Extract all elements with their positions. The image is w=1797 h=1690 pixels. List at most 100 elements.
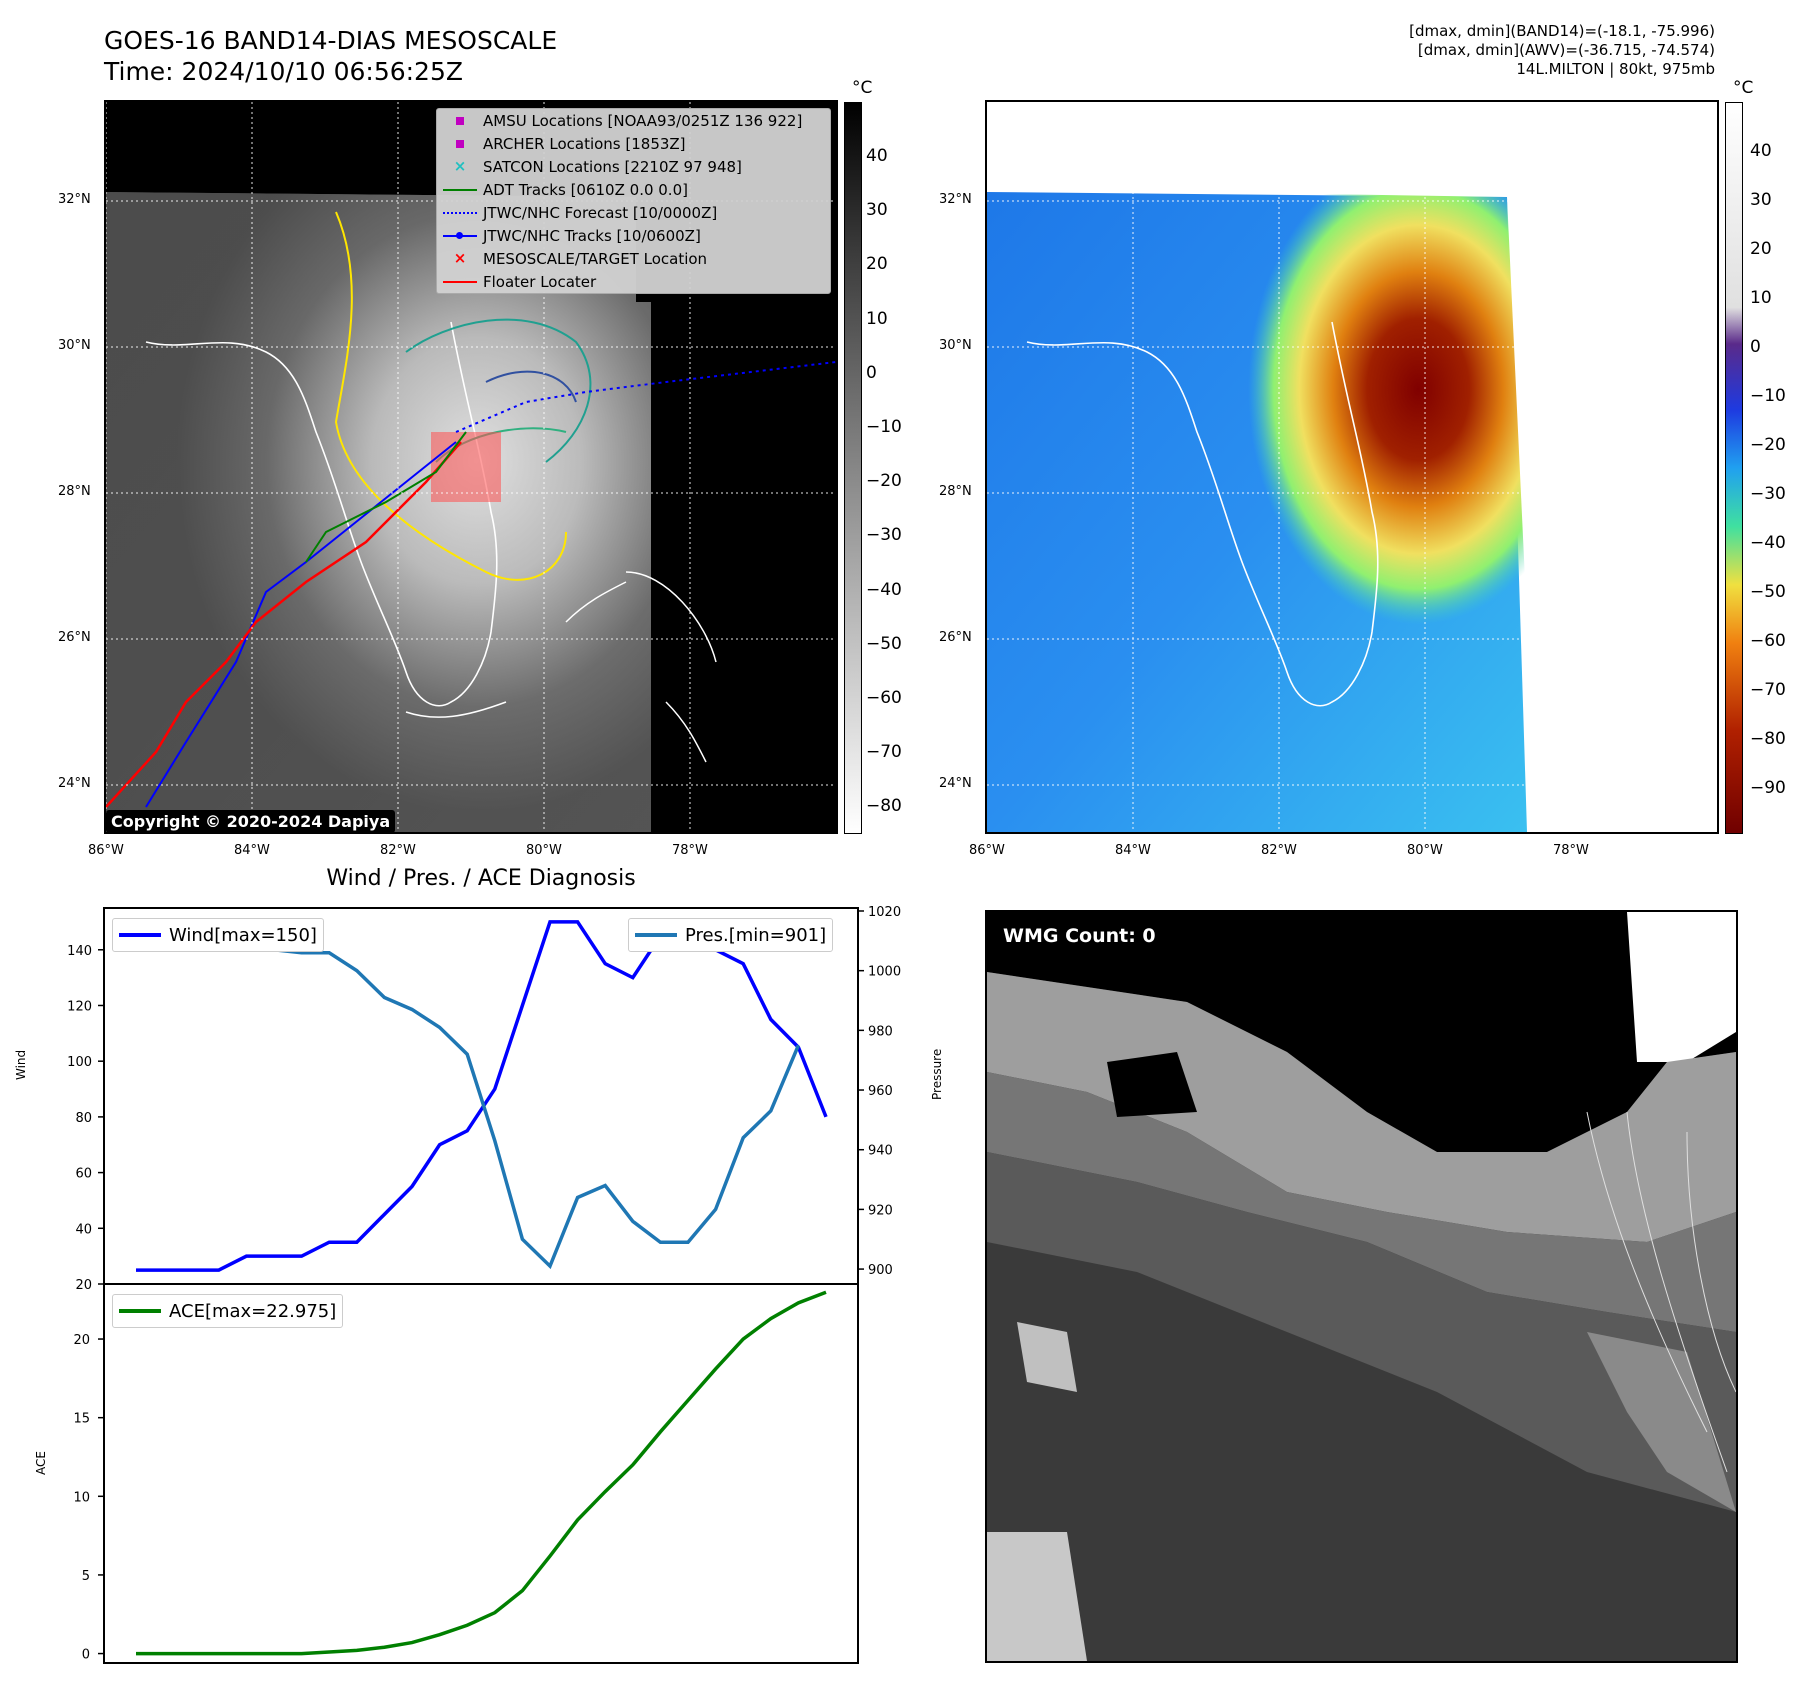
legend-pressure-swatch (635, 933, 677, 937)
ace-ytick-label: 10 (73, 1490, 90, 1505)
pressure-ytick-label: 980 (868, 1024, 893, 1039)
pressure-ytick-label: 920 (868, 1203, 893, 1218)
ace-ytick-label: 15 (73, 1412, 90, 1427)
lon-label-78-right: 78°W (1553, 843, 1589, 858)
lat-label-30: 30°N (58, 338, 91, 353)
cbr-tick: −40 (1750, 533, 1786, 553)
copyright-badge: Copyright © 2020-2024 Dapiya (106, 810, 396, 832)
cbr-tick: −30 (1750, 484, 1786, 504)
cbr-tick: 30 (1750, 190, 1772, 210)
cbl-tick: 40 (866, 146, 888, 166)
cbr-tick: 10 (1750, 288, 1772, 308)
lat-label-28-right: 28°N (939, 484, 972, 499)
cbr-tick: 20 (1750, 239, 1772, 259)
lon-label-80-right: 80°W (1407, 843, 1443, 858)
cbr-tick: −50 (1750, 582, 1786, 602)
legend-target: × MESOSCALE/TARGET Location (453, 249, 708, 268)
wind-pressure-chart: 140 120 100 80 60 40 20 1020 1000 980 960 940 920 900 (67, 905, 901, 1290)
ace-chart: 20 15 10 5 0 (73, 1283, 859, 1664)
wmg-panel: WMG Count: 0 (985, 910, 1738, 1663)
info-block: [dmax, dmin](BAND14)=(-18.1, -75.996) [d… (1409, 22, 1715, 79)
legend-satcon: × SATCON Locations [2210Z 97 948] (453, 157, 742, 176)
cbl-tick: −20 (866, 471, 902, 492)
wmg-imagery (987, 912, 1736, 1661)
lat-label-26-right: 26°N (939, 630, 972, 645)
map-legend: AMSU Locations [NOAA93/0251Z 136 922] AR… (436, 108, 831, 294)
wind-ytick-label: 40 (75, 1222, 92, 1237)
info-storm: 14L.MILTON | 80kt, 975mb (1516, 60, 1715, 78)
wind-ytick-label: 60 (75, 1167, 92, 1182)
cbr-tick: 40 (1750, 141, 1772, 161)
legend-wind: Wind[max=150] (112, 918, 324, 952)
lon-label-82-right: 82°W (1261, 843, 1297, 858)
cbl-tick: 30 (866, 200, 888, 221)
legend-floater: Floater Locater (437, 270, 830, 293)
cbl-tick: −70 (866, 742, 902, 763)
cbl-tick: −50 (866, 633, 902, 654)
legend-wind-swatch (119, 933, 161, 937)
lat-label-32-right: 32°N (939, 192, 972, 207)
cbr-tick: 0 (1750, 337, 1761, 357)
legend-pressure: Pres.[min=901] (628, 918, 834, 952)
diagnosis-title: Wind / Pres. / ACE Diagnosis (326, 866, 636, 891)
legend-adt: ADT Tracks [0610Z 0.0 0.0] (437, 178, 830, 201)
band14-imagery (106, 102, 836, 832)
lon-label-86-right: 86°W (969, 843, 1005, 858)
legend-tracks: JTWC/NHC Tracks [10/0600Z] (437, 224, 830, 247)
cbl-tick: 20 (866, 254, 888, 275)
pressure-ytick-label: 1020 (868, 905, 901, 920)
info-band14-range: [dmax, dmin](BAND14)=(-18.1, -75.996) (1409, 22, 1715, 40)
pressure-ytick-label: 1000 (868, 965, 901, 980)
cbl-tick: −80 (866, 796, 902, 817)
ace-axes-frame (103, 1283, 859, 1664)
cbr-tick: −60 (1750, 631, 1786, 651)
pressure-ytick-label: 960 (868, 1084, 893, 1099)
lat-label-32: 32°N (58, 192, 91, 207)
wind-ytick-label: 80 (75, 1111, 92, 1126)
cbr-tick: −80 (1750, 729, 1786, 749)
lon-label-84: 84°W (234, 843, 270, 858)
lon-label-80: 80°W (526, 843, 562, 858)
legend-amsu: AMSU Locations [NOAA93/0251Z 136 922] (437, 109, 830, 132)
lon-label-86: 86°W (88, 843, 124, 858)
cbl-tick: −40 (866, 579, 902, 600)
awv-map (985, 100, 1719, 834)
cbr-tick: −70 (1750, 680, 1786, 700)
legend-ace: ACE[max=22.975] (112, 1294, 344, 1328)
band14-map: AMSU Locations [NOAA93/0251Z 136 922] AR… (104, 100, 838, 834)
pressure-ylabel: Pressure (930, 1048, 944, 1100)
pressure-series-line (136, 924, 801, 1270)
colorbar-band14-unit: °C (852, 78, 873, 98)
legend-forecast: JTWC/NHC Forecast [10/0000Z] (437, 201, 830, 224)
wind-ytick-label: 120 (67, 999, 92, 1014)
cbr-tick: −90 (1750, 778, 1786, 798)
ace-series-line (136, 1290, 827, 1656)
ace-ylabel: ACE (34, 1451, 48, 1475)
lon-label-84-right: 84°W (1115, 843, 1151, 858)
cbr-tick: −10 (1750, 386, 1786, 406)
ace-ytick-label: 0 (82, 1648, 90, 1663)
pressure-ytick-label: 900 (868, 1263, 893, 1278)
cbl-tick: −30 (866, 525, 902, 546)
figure-time: Time: 2024/10/10 06:56:25Z (104, 57, 463, 86)
wind-ytick-label: 100 (67, 1055, 92, 1070)
wind-ytick-label: 140 (67, 944, 92, 959)
cbl-tick: 0 (866, 362, 877, 383)
info-awv-range: [dmax, dmin](AWV)=(-36.715, -74.574) (1417, 41, 1715, 59)
lon-label-78: 78°W (672, 843, 708, 858)
wmg-count-badge: WMG Count: 0 (997, 922, 1162, 950)
legend-archer: ARCHER Locations [1853Z] (437, 132, 830, 155)
cbr-tick: −20 (1750, 435, 1786, 455)
colorbar-awv (1725, 102, 1743, 834)
cbl-tick: −60 (866, 688, 902, 708)
colorbar-awv-unit: °C (1733, 78, 1754, 98)
ace-ytick-label: 20 (73, 1333, 90, 1348)
figure-title: GOES-16 BAND14-DIAS MESOSCALE (104, 26, 558, 55)
cbl-tick: 10 (866, 308, 888, 329)
lon-label-82: 82°W (380, 843, 416, 858)
wind-ylabel: Wind (14, 1049, 28, 1080)
legend-ace-swatch (119, 1309, 161, 1313)
cbl-tick: −10 (866, 417, 902, 437)
lat-label-30-right: 30°N (939, 338, 972, 353)
colorbar-band14 (844, 102, 862, 834)
